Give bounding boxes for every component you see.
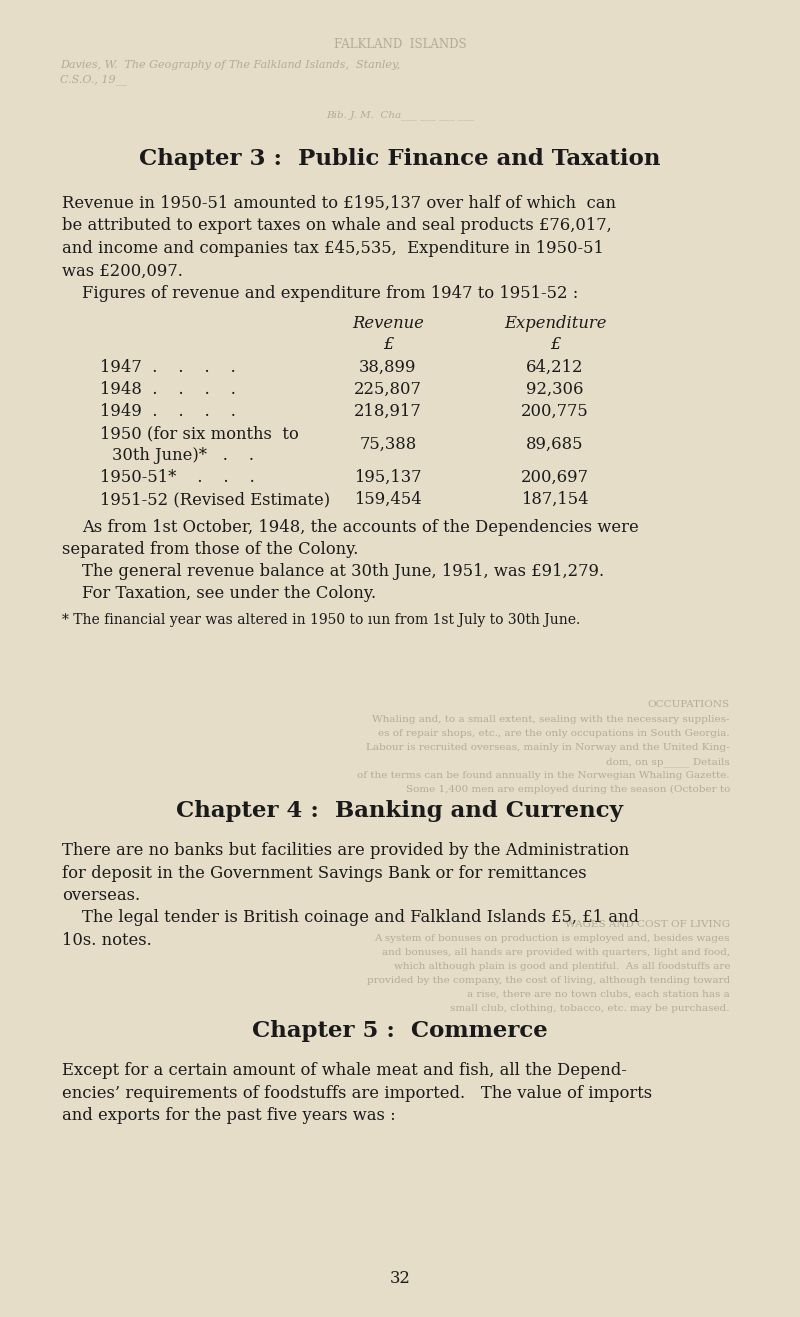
Text: 218,917: 218,917: [354, 403, 422, 420]
Text: 75,388: 75,388: [359, 436, 417, 453]
Text: 1948  .    .    .    .: 1948 . . . .: [100, 381, 236, 398]
Text: dom, on sp_____ Details: dom, on sp_____ Details: [606, 757, 730, 766]
Text: 64,212: 64,212: [526, 360, 584, 375]
Text: which although plain is good and plentiful.  As all foodstuffs are: which although plain is good and plentif…: [394, 961, 730, 971]
Text: of the terms can be found annually in the Norwegian Whaling Gazette.: of the terms can be found annually in th…: [358, 770, 730, 780]
Text: 159,454: 159,454: [354, 491, 422, 508]
Text: Bib. J. M.  Cha___ ___ ___ ___: Bib. J. M. Cha___ ___ ___ ___: [326, 111, 474, 120]
Text: FALKLAND  ISLANDS: FALKLAND ISLANDS: [334, 38, 466, 51]
Text: Revenue in 1950-51 amounted to £195,137 over half of which  can: Revenue in 1950-51 amounted to £195,137 …: [62, 195, 616, 212]
Text: Chapter 5 :  Commerce: Chapter 5 : Commerce: [252, 1019, 548, 1042]
Text: Except for a certain amount of whale meat and fish, all the Depend-: Except for a certain amount of whale mea…: [62, 1062, 627, 1079]
Text: es of repair shops, etc., are the only occupations in South Georgia.: es of repair shops, etc., are the only o…: [378, 730, 730, 738]
Text: 32: 32: [390, 1270, 410, 1287]
Text: and income and companies tax £45,535,  Expenditure in 1950-51: and income and companies tax £45,535, Ex…: [62, 240, 604, 257]
Text: 89,685: 89,685: [526, 436, 584, 453]
Text: 30th June)*   .    .: 30th June)* . .: [112, 446, 254, 464]
Text: For Taxation, see under the Colony.: For Taxation, see under the Colony.: [82, 585, 376, 602]
Text: WAGES AND COST OF LIVING: WAGES AND COST OF LIVING: [565, 921, 730, 928]
Text: 187,154: 187,154: [521, 491, 589, 508]
Text: There are no banks but facilities are provided by the Administration: There are no banks but facilities are pr…: [62, 842, 630, 859]
Text: Chapter 3 :  Public Finance and Taxation: Chapter 3 : Public Finance and Taxation: [139, 148, 661, 170]
Text: Some 1,400 men are employed during the season (October to: Some 1,400 men are employed during the s…: [406, 785, 730, 794]
Text: * The financial year was altered in 1950 to ıun from 1st July to 30th June.: * The financial year was altered in 1950…: [62, 612, 580, 627]
Text: 195,137: 195,137: [354, 469, 422, 486]
Text: £: £: [383, 336, 393, 353]
Text: a rise, there are no town clubs, each station has a: a rise, there are no town clubs, each st…: [467, 990, 730, 1000]
Text: small club, clothing, tobacco, etc. may be purchased.: small club, clothing, tobacco, etc. may …: [450, 1004, 730, 1013]
Text: Chapter 4 :  Banking and Currency: Chapter 4 : Banking and Currency: [177, 799, 623, 822]
Text: provided by the company, the cost of living, although tending toward: provided by the company, the cost of liv…: [366, 976, 730, 985]
Text: 92,306: 92,306: [526, 381, 584, 398]
Text: The general revenue balance at 30th June, 1951, was £91,279.: The general revenue balance at 30th June…: [82, 562, 604, 579]
Text: and exports for the past five years was :: and exports for the past five years was …: [62, 1108, 396, 1123]
Text: Whaling and, to a small extent, sealing with the necessary supplies-: Whaling and, to a small extent, sealing …: [373, 715, 730, 724]
Text: for deposit in the Government Savings Bank or for remittances: for deposit in the Government Savings Ba…: [62, 864, 586, 881]
Text: 1947  .    .    .    .: 1947 . . . .: [100, 360, 236, 375]
Text: 1950 (for six months  to: 1950 (for six months to: [100, 425, 298, 443]
Text: Revenue: Revenue: [352, 315, 424, 332]
Text: As from 1st October, 1948, the accounts of the Dependencies were: As from 1st October, 1948, the accounts …: [82, 519, 638, 536]
Text: 225,807: 225,807: [354, 381, 422, 398]
Text: 10s. notes.: 10s. notes.: [62, 932, 152, 950]
Text: £: £: [550, 336, 560, 353]
Text: 1951-52 (Revised Estimate): 1951-52 (Revised Estimate): [100, 491, 330, 508]
Text: 200,697: 200,697: [521, 469, 589, 486]
Text: overseas.: overseas.: [62, 888, 140, 903]
Text: The legal tender is British coinage and Falkland Islands £5, £1 and: The legal tender is British coinage and …: [82, 910, 639, 926]
Text: 38,899: 38,899: [359, 360, 417, 375]
Text: A system of bonuses on production is employed and, besides wages: A system of bonuses on production is emp…: [374, 934, 730, 943]
Text: and bonuses, all hands are provided with quarters, light and food,: and bonuses, all hands are provided with…: [382, 948, 730, 957]
Text: encies’ requirements of foodstuffs are imported.   The value of imports: encies’ requirements of foodstuffs are i…: [62, 1084, 652, 1101]
Text: 1950-51*    .    .    .: 1950-51* . . .: [100, 469, 254, 486]
Text: be attributed to export taxes on whale and seal products £76,017,: be attributed to export taxes on whale a…: [62, 217, 612, 234]
Text: 200,775: 200,775: [521, 403, 589, 420]
Text: C.S.O., 19__: C.S.O., 19__: [60, 74, 127, 84]
Text: was £200,097.: was £200,097.: [62, 262, 183, 279]
Text: OCCUPATIONS: OCCUPATIONS: [648, 701, 730, 709]
Text: Labour is recruited overseas, mainly in Norway and the United King-: Labour is recruited overseas, mainly in …: [366, 743, 730, 752]
Text: 1949  .    .    .    .: 1949 . . . .: [100, 403, 236, 420]
Text: Davies, W.  The Geography of The Falkland Islands,  Stanley,: Davies, W. The Geography of The Falkland…: [60, 61, 400, 70]
Text: Figures of revenue and expenditure from 1947 to 1951-52 :: Figures of revenue and expenditure from …: [82, 284, 578, 302]
Text: Expenditure: Expenditure: [504, 315, 606, 332]
Text: separated from those of the Colony.: separated from those of the Colony.: [62, 541, 358, 558]
